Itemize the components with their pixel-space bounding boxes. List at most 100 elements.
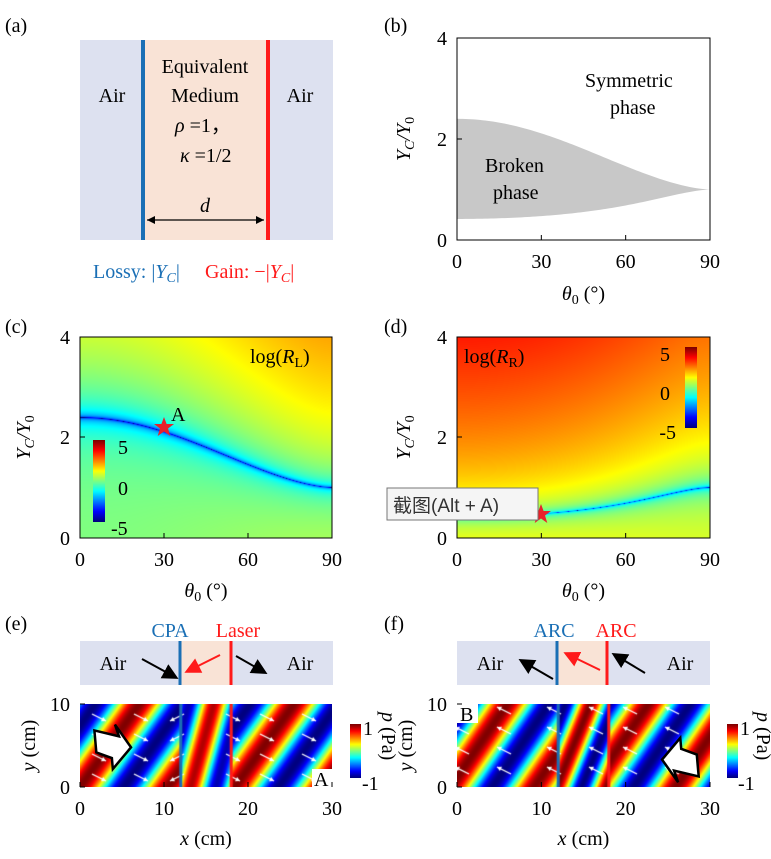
point-B-label: B	[460, 704, 473, 726]
point-label-box	[457, 704, 478, 723]
y-tick-label: 10	[50, 694, 70, 716]
x-tick-label: 20	[238, 798, 258, 820]
panel-label-c: (c)	[5, 316, 27, 338]
internal-arrow	[563, 652, 601, 671]
point-label-box	[312, 769, 332, 787]
medium-region	[143, 40, 268, 240]
panel-d: (d) log(RR) 5 0 -5 0 30 60 90 0 2 4 θ0 (°) YC/Y0…	[384, 316, 720, 605]
colorbar-tick: 0	[660, 383, 670, 405]
x-tick-label: 30	[322, 798, 342, 820]
colorbar-tick: -5	[111, 518, 128, 540]
big-incident-arrow	[660, 734, 701, 783]
air-right-label: Air	[667, 653, 694, 675]
y-tick-label: 2	[60, 427, 70, 449]
colorbar-tick: -5	[659, 422, 676, 444]
thickness-label: d	[200, 195, 211, 217]
x-tick-label: 60	[616, 549, 636, 571]
y-tick-label: 0	[60, 777, 70, 799]
pressure-field-f	[457, 704, 710, 787]
x-tick-label: 90	[322, 549, 342, 571]
gain-label: Gain: −|YC|	[205, 261, 294, 286]
laser-label: Laser	[216, 620, 261, 642]
medium-region	[557, 641, 607, 685]
tooltip-text: 截图(Alt + A)	[393, 495, 499, 517]
y-tick-label: 0	[60, 528, 70, 550]
panel-label-e: (e)	[5, 613, 27, 635]
x-axis-label: θ0 (°)	[184, 580, 227, 605]
colorbar-label: p (Pa)	[377, 710, 399, 760]
x-tick-label: 10	[531, 798, 551, 820]
air-left-label: Air	[99, 85, 126, 107]
screenshot-tooltip: 截图(Alt + A)	[386, 487, 539, 521]
y-axis-label: YC/Y0	[393, 415, 418, 459]
colorbar-tick: -1	[362, 773, 379, 795]
point-A-label: A	[314, 769, 329, 791]
broken-label-1: Broken	[485, 155, 544, 177]
title-log-RL: log(RL)	[250, 346, 310, 371]
panel-f: (f) ARC ARC Air Air B 1 -1 p (Pa) 0 10 20 3…	[384, 613, 771, 850]
medium-label-2: Medium	[171, 85, 239, 107]
panel-label-a: (a)	[5, 15, 27, 37]
x-tick-label: 0	[452, 798, 462, 820]
x-axis-label: θ0 (°)	[562, 283, 605, 308]
y-axis-label: y (cm)	[18, 720, 40, 774]
air-left-label: Air	[477, 653, 504, 675]
x-tick-label: 60	[616, 251, 636, 273]
colorbar-label: p (Pa)	[752, 710, 771, 760]
broken-phase-region	[457, 118, 710, 219]
colorbar-tick: 5	[118, 437, 128, 459]
x-axis-label: θ0 (°)	[562, 580, 605, 605]
lossy-label: Lossy: |YC|	[93, 261, 180, 286]
y-axis-label: YC/Y0	[393, 117, 418, 161]
air-right-label: Air	[287, 85, 314, 107]
kappa-label: κ =1/2	[180, 145, 231, 167]
x-tick-label: 30	[154, 549, 174, 571]
x-tick-label: 60	[238, 549, 258, 571]
colorbar-f	[727, 724, 738, 778]
x-tick-label: 10	[154, 798, 174, 820]
x-axis-label: x (cm)	[179, 828, 232, 850]
panel-e: (e) CPA Laser Air Air A 1 -1 p (Pa) 0 10 2…	[5, 613, 399, 850]
colorbar-e	[350, 724, 361, 778]
x-tick-label: 90	[700, 251, 720, 273]
incident-arrow	[141, 658, 179, 679]
x-axis-label: x (cm)	[557, 828, 610, 850]
y-tick-label: 4	[437, 28, 447, 50]
emitted-arrow	[184, 654, 221, 673]
x-tick-label: 20	[616, 798, 636, 820]
point-A-label: A	[171, 404, 186, 426]
colorbar-d	[685, 347, 697, 428]
rho-label: ρ =1，	[174, 115, 231, 137]
reflected-arrow	[518, 658, 554, 680]
colorbar-tick: 1	[363, 718, 373, 740]
air-left-label: Air	[100, 653, 127, 675]
arc-left-label: ARC	[533, 620, 574, 642]
arc-right-label: ARC	[595, 620, 636, 642]
panel-b: (b) Broken phase Symmetric phase 0 30 60 90…	[384, 15, 720, 308]
x-tick-label: 0	[452, 549, 462, 571]
panel-a: (a) Air Air Equivalent Medium ρ =1， κ =1…	[5, 15, 333, 286]
x-tick-label: 30	[531, 549, 551, 571]
big-incident-arrow	[93, 723, 133, 773]
point-star	[531, 504, 551, 523]
y-tick-label: 4	[437, 327, 447, 349]
cpa-label: CPA	[151, 620, 189, 642]
x-tick-label: 30	[700, 798, 720, 820]
broken-label-2: phase	[493, 182, 539, 204]
symmetric-label-2: phase	[610, 97, 656, 119]
symmetric-label-1: Symmetric	[585, 70, 673, 92]
panel-label-d: (d)	[384, 316, 407, 338]
incident-arrow	[611, 652, 646, 674]
y-axis-label: YC/Y0	[13, 415, 38, 459]
y-tick-label: 4	[60, 327, 70, 349]
colorbar-tick: 5	[660, 344, 670, 366]
x-tick-label: 0	[452, 251, 462, 273]
transmitted-arrow	[235, 655, 268, 674]
colorbar-tick: 1	[740, 718, 750, 740]
panel-c: (c) log(RL) A 5 0 -5 0 30 60 90 0 2 4 θ0 (°) YC/…	[5, 316, 342, 605]
point-A-star	[154, 417, 174, 436]
y-axis-label: y (cm)	[395, 720, 417, 774]
x-tick-label: 30	[531, 251, 551, 273]
